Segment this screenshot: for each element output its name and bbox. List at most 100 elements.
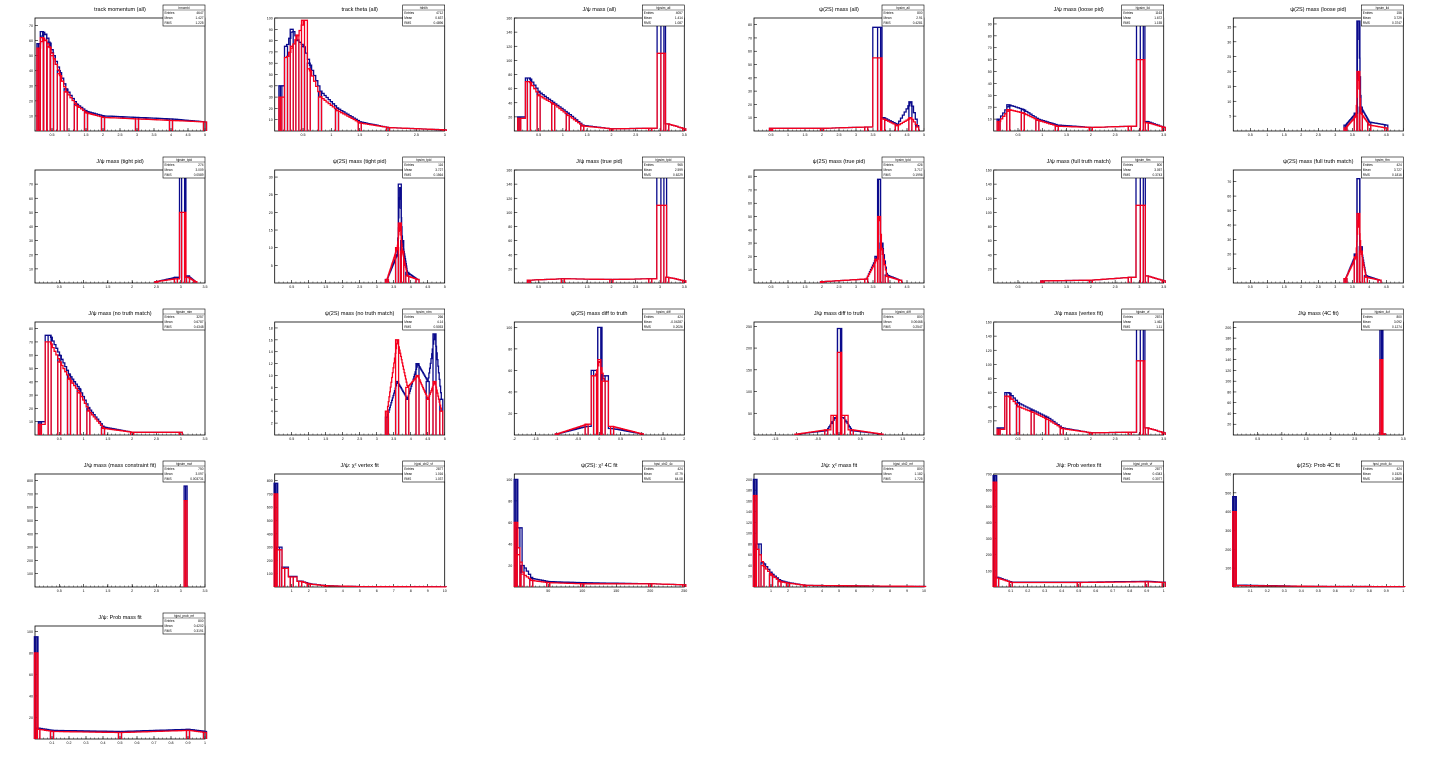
y-tick-label: 500: [27, 519, 33, 523]
stats-value: 0.6229: [673, 173, 683, 177]
y-tick-label: 80: [508, 347, 512, 351]
histogram-panel: ψ(2S) mass (no truth match)2468101214161…: [269, 308, 446, 441]
x-tick-label: 0.4: [101, 741, 106, 745]
y-tick-label: 100: [267, 17, 273, 21]
stats-label: Mean: [165, 472, 173, 476]
histogram-panel: J/ψ mass (no truth match) 10 20 30 40 50 60 70 8…: [29, 308, 208, 441]
x-tick-label: 2: [1300, 285, 1302, 289]
y-tick-label: 40: [29, 69, 33, 73]
x-tick-label: 2: [821, 285, 823, 289]
y-tick-label: 140: [986, 183, 992, 187]
histogram-series-red: [1343, 70, 1389, 131]
x-tick-label: 9: [427, 589, 429, 593]
y-tick-label: 160: [1225, 347, 1231, 351]
y-tick-label: 160: [746, 499, 752, 503]
stats-value: 1163: [1155, 11, 1162, 15]
y-tick-label: 100: [746, 390, 752, 394]
x-tick-label: 2.5: [1113, 133, 1118, 137]
y-tick-label: 600: [27, 506, 33, 510]
x-tick-label: -1.5: [772, 437, 778, 441]
x-tick-label: 0.5: [1015, 437, 1020, 441]
x-tick-label: 1: [1402, 589, 1404, 593]
stats-label: RMS: [1363, 325, 1370, 329]
stats-label: Entries: [404, 163, 414, 167]
x-tick-label: 1.5: [105, 437, 110, 441]
histogram-panel: ψ(2S) mass (full truth match) 10 20 30 40 50 6…: [1227, 156, 1404, 289]
x-tick-label: 2.5: [1352, 437, 1357, 441]
y-tick-label: 400: [267, 532, 273, 536]
x-tick-label: 0.9: [1384, 589, 1389, 593]
stats-box-name: hjpsi_prob_mf: [174, 614, 194, 618]
x-tick-label: 1.5: [803, 133, 808, 137]
stats-box-name: hpsim_all: [896, 6, 910, 10]
stats-box-name: hjpsim_diff: [895, 310, 910, 314]
x-tick-label: 4: [889, 285, 891, 289]
x-tick-label: 0.5: [1255, 437, 1260, 441]
histogram-title: J/ψ mass (all): [583, 7, 617, 13]
stats-label: RMS: [884, 477, 891, 481]
y-tick-label: 60: [988, 391, 992, 395]
x-tick-label: 10: [922, 589, 926, 593]
x-tick-label: 2: [787, 589, 789, 593]
stats-label: Mean: [884, 472, 892, 476]
stats-value: 274: [198, 163, 204, 167]
stats-value: 4647: [196, 11, 203, 15]
histogram-title: ψ(2S) mass (all): [819, 7, 859, 13]
x-tick-label: 3.5: [682, 285, 687, 289]
plot-frame: [753, 473, 925, 588]
x-tick-label: 2: [131, 437, 133, 441]
histogram-series-blue: [752, 478, 927, 588]
x-tick-label: 1.5: [661, 437, 666, 441]
y-tick-label: 160: [986, 321, 992, 325]
y-tick-label: 80: [988, 225, 992, 229]
histogram-title: J/ψ mass (true pid): [576, 159, 623, 165]
y-tick-label: 20: [269, 211, 273, 215]
y-tick-label: 140: [746, 510, 752, 514]
x-tick-label: 4.5: [425, 285, 430, 289]
histogram-title: J/ψ mass (full truth match): [1047, 159, 1111, 165]
x-tick-label: 1.5: [1282, 285, 1287, 289]
y-tick-label: 20: [1227, 70, 1231, 74]
histogram-series-blue: [37, 334, 183, 435]
y-tick-label: 18: [269, 326, 273, 330]
y-tick-label: 400: [986, 521, 992, 525]
x-tick-label: 200: [647, 589, 653, 593]
x-tick-label: 8: [889, 589, 891, 593]
x-tick-label: 0.6: [1093, 589, 1098, 593]
stats-value: 965: [677, 163, 683, 167]
stats-label: Entries: [1363, 163, 1373, 167]
stats-label: Mean: [1123, 472, 1131, 476]
stats-value: 800: [917, 467, 923, 471]
y-tick-label: 10: [988, 118, 992, 122]
stats-box-name: hpsim_diff: [656, 310, 671, 314]
histogram-panel: J/ψ mass (true pid) 20 40 60 80 100 120 140 160 0…: [506, 156, 687, 289]
stats-value: 2874: [1155, 315, 1162, 319]
x-tick-label: 100: [579, 589, 585, 593]
x-tick-label: 0.5: [1316, 589, 1321, 593]
stats-value: 156: [1396, 11, 1402, 15]
x-tick-label: 0.5: [289, 285, 294, 289]
x-tick-label: 0.8: [169, 741, 174, 745]
stats-value: 424: [1396, 467, 1402, 471]
stats-box-name: hpsi_prob_4c: [1373, 462, 1393, 466]
y-tick-label: 120: [1225, 369, 1231, 373]
stats-value: 0.2547: [913, 325, 923, 329]
stats-value: 0.4348: [194, 325, 204, 329]
y-tick-label: 6: [271, 398, 273, 402]
x-tick-label: 4: [410, 437, 412, 441]
y-tick-label: 10: [269, 246, 273, 250]
histogram-series-blue: [526, 176, 687, 283]
histogram-series-blue: [768, 26, 920, 131]
y-tick-label: 100: [1225, 380, 1231, 384]
stats-label: Mean: [884, 168, 892, 172]
stats-value: 2877: [436, 467, 443, 471]
y-tick-label: 80: [748, 175, 752, 179]
x-tick-label: 0.5: [1248, 285, 1253, 289]
histogram-series-red: [33, 652, 208, 739]
x-tick-label: 4: [889, 133, 891, 137]
x-tick-label: 1: [68, 133, 70, 137]
y-tick-label: 180: [1225, 337, 1231, 341]
